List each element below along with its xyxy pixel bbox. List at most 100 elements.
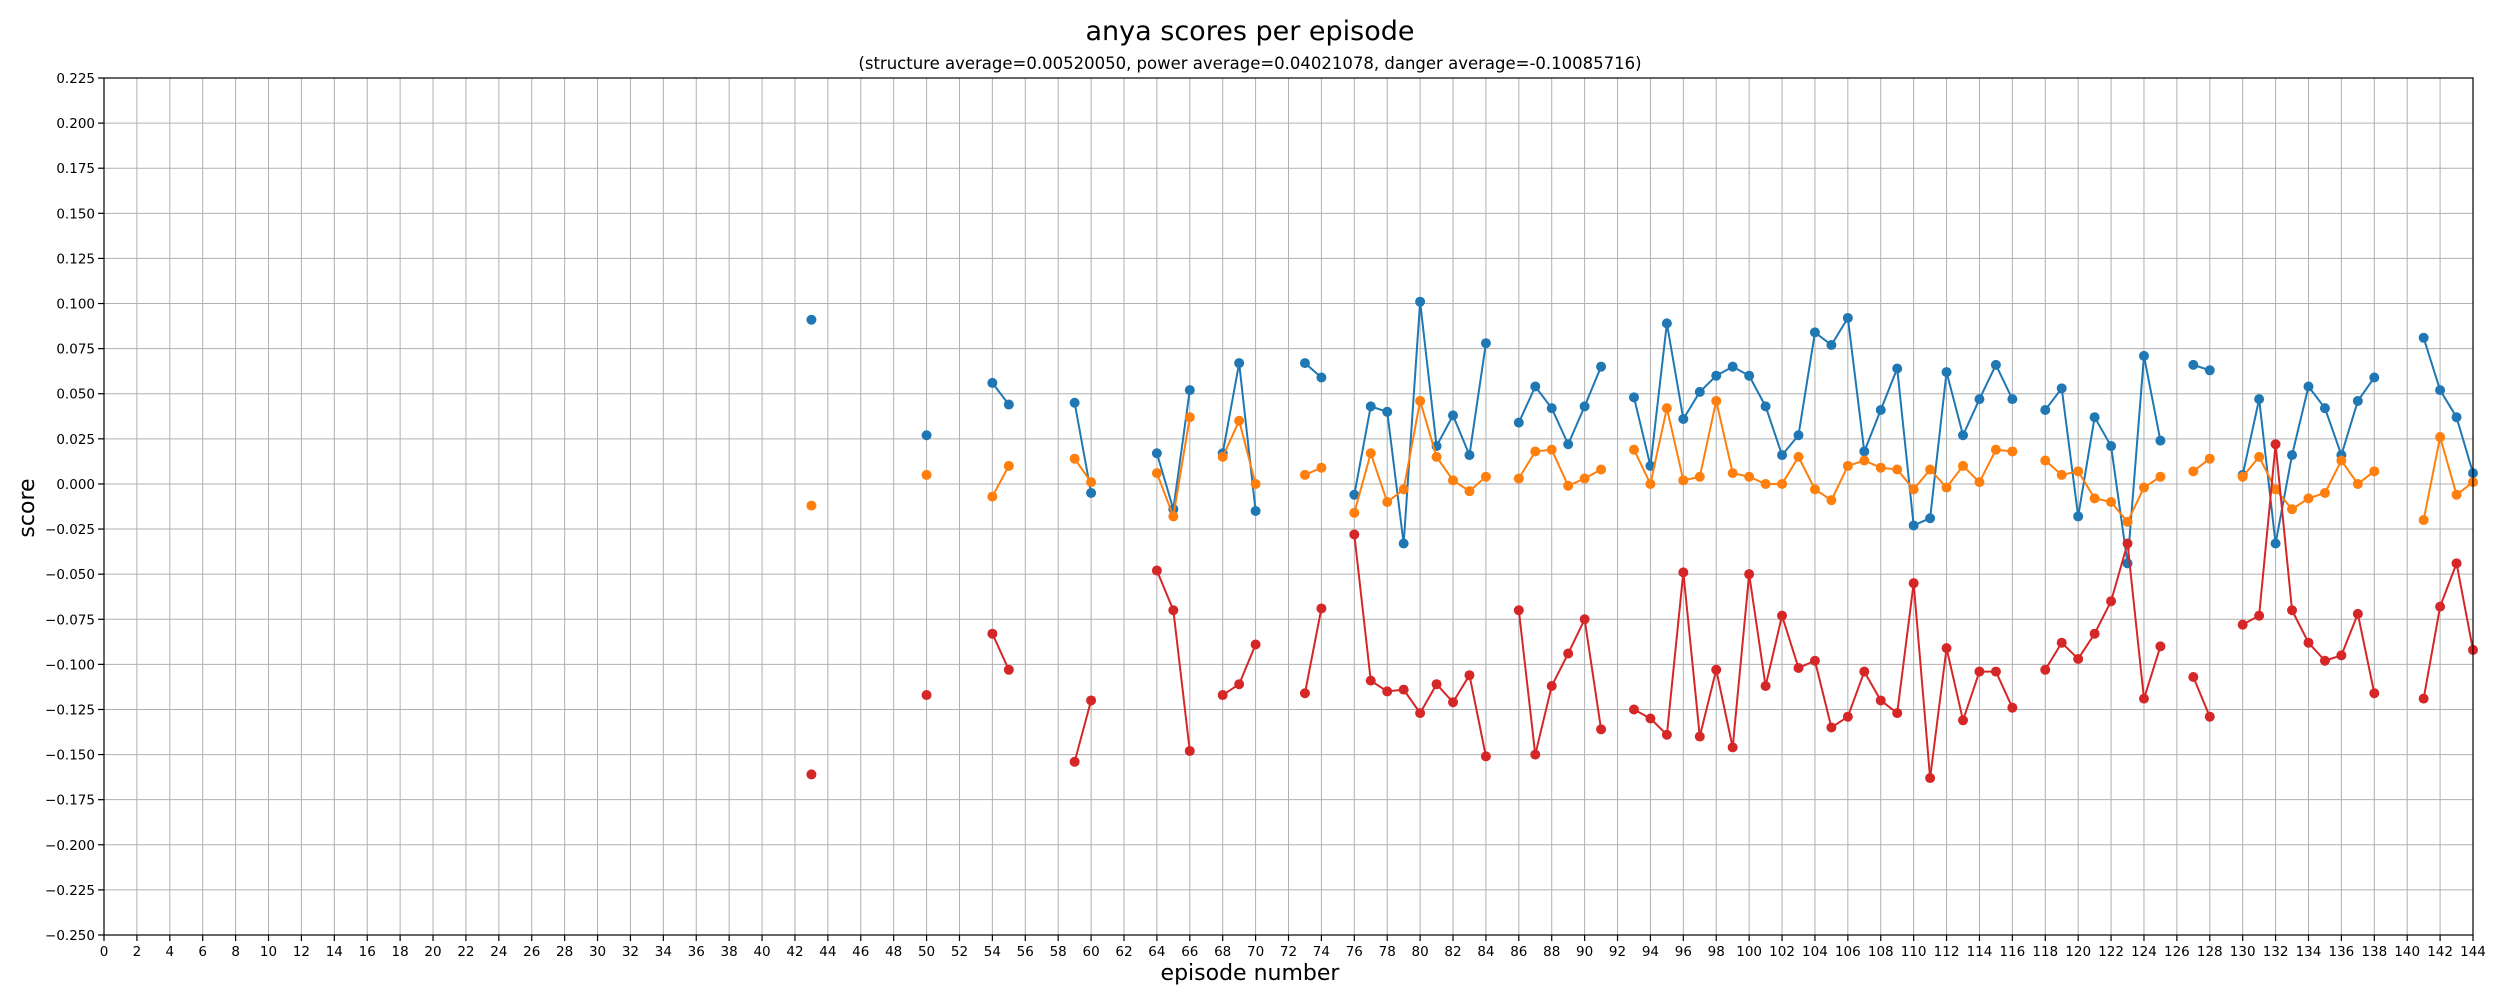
series-0-point	[1464, 450, 1475, 461]
series-2-point	[1645, 713, 1656, 724]
series-0-segment	[1995, 364, 2014, 400]
series-0-segment	[2126, 355, 2145, 564]
series-0-segment	[1550, 407, 1570, 445]
series-2-point	[2007, 702, 2018, 713]
series-0-point	[1859, 446, 1870, 457]
series-2-segment	[2126, 543, 2145, 699]
series-0-segment	[2291, 386, 2310, 456]
y-tick-label: 0.200	[56, 116, 95, 132]
x-tick-label: 58	[1050, 944, 1067, 960]
series-0-point	[2056, 383, 2067, 394]
series-1-point	[1431, 451, 1442, 462]
series-2-segment	[1073, 700, 1093, 763]
series-0-point	[2369, 372, 2380, 383]
series-1-point	[1579, 473, 1590, 484]
x-tick-label: 128	[2197, 944, 2223, 960]
series-2-point	[1546, 681, 1557, 692]
series-2-point	[2089, 628, 2100, 639]
series-1-point	[1908, 484, 1919, 495]
series-2-segment	[1962, 671, 1981, 721]
series-2-segment	[2291, 609, 2310, 644]
series-1-segment	[1633, 449, 1652, 485]
series-2-point	[2254, 610, 2265, 621]
x-axis-label: episode number	[1161, 961, 1341, 986]
series-1-segment	[1419, 400, 1438, 458]
y-tick-label: −0.200	[45, 838, 95, 854]
series-1-point	[1711, 395, 1722, 406]
series-0-point	[1661, 318, 1672, 329]
x-tick-label: 136	[2328, 944, 2354, 960]
series-1-point	[2040, 455, 2051, 466]
series-0-point	[1826, 340, 1837, 351]
series-2-point	[1678, 567, 1689, 578]
series-2-point	[1448, 697, 1459, 708]
x-tick-label: 56	[1017, 944, 1034, 960]
series-0-point	[806, 314, 817, 325]
series-1-point	[1809, 484, 1820, 495]
x-tick-label: 116	[1999, 944, 2025, 960]
series-0-point	[1234, 358, 1245, 369]
series-0-point	[1530, 381, 1541, 392]
series-2-point	[987, 628, 998, 639]
series-2-segment	[1698, 669, 1718, 737]
y-tick-label: 0.150	[56, 206, 95, 222]
series-2-segment	[1813, 660, 1833, 728]
x-tick-label: 98	[1708, 944, 1725, 960]
x-tick-label: 70	[1247, 944, 1264, 960]
series-0-segment	[1221, 362, 1241, 454]
series-1-point	[1563, 480, 1574, 491]
series-2-point	[1596, 724, 1607, 735]
series-1-point	[1793, 451, 1804, 462]
series-0-point	[1365, 401, 1376, 412]
series-1-segment	[1978, 449, 1997, 483]
x-tick-label: 78	[1379, 944, 1396, 960]
x-tick-label: 104	[1802, 944, 1828, 960]
series-2-point	[1382, 686, 1393, 697]
chart-subtitle: (structure average=0.00520050, power ave…	[858, 54, 1641, 73]
x-tick-label: 32	[622, 944, 639, 960]
series-0-point	[1349, 489, 1360, 500]
x-tick-label: 140	[2394, 944, 2420, 960]
series-2-point	[1003, 664, 1014, 675]
x-tick-label: 76	[1346, 944, 1363, 960]
x-tick-label: 50	[918, 944, 935, 960]
y-tick-label: −0.075	[45, 612, 95, 628]
series-2-point	[1234, 679, 1245, 690]
series-2-segment	[1550, 653, 1570, 687]
series-2-point	[1941, 643, 1952, 654]
series-1-point	[1382, 496, 1393, 507]
series-0-point	[2040, 404, 2051, 415]
series-2-point	[1530, 749, 1541, 760]
series-1-segment	[1797, 456, 1816, 490]
series-2-point	[2303, 637, 2314, 648]
series-0-point	[2155, 435, 2166, 446]
series-2-segment	[2422, 606, 2442, 699]
series-1-point	[1842, 460, 1853, 471]
plot-frame	[103, 77, 2474, 936]
series-2	[806, 439, 2478, 784]
series-0-point	[1777, 450, 1788, 461]
series-2-point	[921, 690, 932, 701]
series-1-point	[2435, 432, 2446, 443]
series-1-point	[1448, 475, 1459, 486]
x-tick-label: 120	[2065, 944, 2091, 960]
series-2-point	[1908, 578, 1919, 589]
series-1-segment	[1172, 417, 1191, 517]
series-1-point	[921, 469, 932, 480]
x-tick-label: 16	[359, 944, 376, 960]
x-tick-label: 0	[100, 944, 109, 960]
series-2-segment	[1748, 574, 1767, 687]
x-tick-label: 66	[1181, 944, 1198, 960]
series-1-point	[1941, 482, 1952, 493]
series-1-point	[2188, 466, 2199, 477]
series-0-point	[1184, 385, 1195, 396]
series-2-point	[2270, 439, 2281, 450]
series-0-point	[1316, 372, 1327, 383]
series-0-point	[2319, 403, 2330, 414]
series-0-segment	[1567, 405, 1586, 445]
series-1-point	[1744, 471, 1755, 482]
series-2-point	[1661, 729, 1672, 740]
series-0-segment	[1764, 406, 1783, 456]
x-tick-label: 26	[523, 944, 540, 960]
series-1-segment	[1830, 465, 1849, 501]
